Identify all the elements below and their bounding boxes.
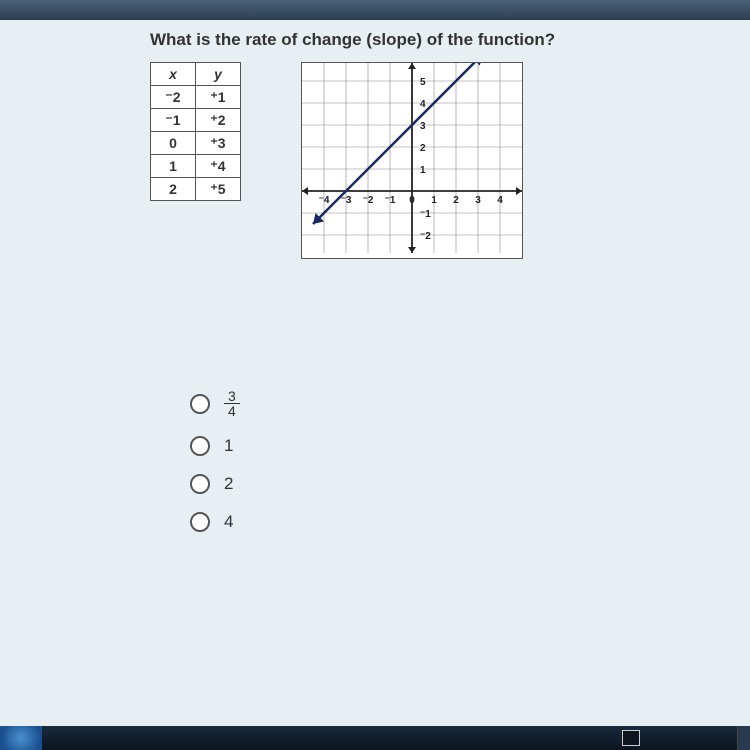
option-b[interactable]: 1: [190, 436, 750, 456]
table-row: 2⁺5: [151, 178, 241, 201]
svg-text:⁻1: ⁻1: [385, 195, 396, 206]
svg-text:⁻3: ⁻3: [341, 195, 352, 206]
svg-text:0: 0: [409, 195, 415, 206]
table-row: ⁻1⁺2: [151, 109, 241, 132]
table-row: 0⁺3: [151, 132, 241, 155]
svg-text:2: 2: [420, 143, 426, 154]
svg-text:4: 4: [420, 99, 426, 110]
fraction-label: 3 4: [224, 389, 240, 418]
option-label: 1: [224, 436, 233, 456]
header-x: x: [151, 63, 196, 86]
radio-icon: [190, 474, 210, 494]
radio-icon: [190, 394, 210, 414]
question-text: What is the rate of change (slope) of th…: [150, 30, 750, 50]
radio-icon: [190, 512, 210, 532]
graph: ⁻4⁻3⁻2⁻10123454321⁻1⁻2⁻3: [301, 62, 523, 259]
svg-text:3: 3: [475, 195, 481, 206]
option-label: 4: [224, 512, 233, 532]
option-d[interactable]: 4: [190, 512, 750, 532]
window-title-bar: [0, 0, 750, 20]
radio-icon: [190, 436, 210, 456]
graph-svg: ⁻4⁻3⁻2⁻10123454321⁻1⁻2⁻3: [302, 63, 522, 253]
svg-text:4: 4: [497, 195, 503, 206]
svg-text:1: 1: [420, 165, 426, 176]
question-content: What is the rate of change (slope) of th…: [0, 20, 750, 532]
svg-text:⁻4: ⁻4: [319, 195, 330, 206]
option-label: 2: [224, 474, 233, 494]
option-c[interactable]: 2: [190, 474, 750, 494]
answer-options: 3 4 1 2 4: [190, 389, 750, 532]
figures-row: x y ⁻2⁺1 ⁻1⁺2 0⁺3 1⁺4 2⁺5 ⁻4 ⁻3 ⁻2 ⁻1 0 1 2 3 4 5…: [150, 62, 750, 259]
svg-text:1: 1: [431, 195, 437, 206]
svg-text:⁻2: ⁻2: [363, 195, 374, 206]
show-desktop-button[interactable]: [737, 726, 750, 750]
table-header-row: x y: [151, 63, 241, 86]
taskbar-tray-icon[interactable]: [622, 730, 640, 746]
table-row: ⁻2⁺1: [151, 86, 241, 109]
svg-text:2: 2: [453, 195, 459, 206]
header-y: y: [196, 63, 241, 86]
taskbar[interactable]: [0, 726, 750, 750]
svg-text:5: 5: [420, 77, 426, 88]
svg-text:⁻1: ⁻1: [420, 209, 431, 220]
option-a[interactable]: 3 4: [190, 389, 750, 418]
svg-text:⁻2: ⁻2: [420, 231, 431, 242]
svg-text:3: 3: [420, 121, 426, 132]
xy-table: x y ⁻2⁺1 ⁻1⁺2 0⁺3 1⁺4 2⁺5: [150, 62, 241, 201]
table-row: 1⁺4: [151, 155, 241, 178]
